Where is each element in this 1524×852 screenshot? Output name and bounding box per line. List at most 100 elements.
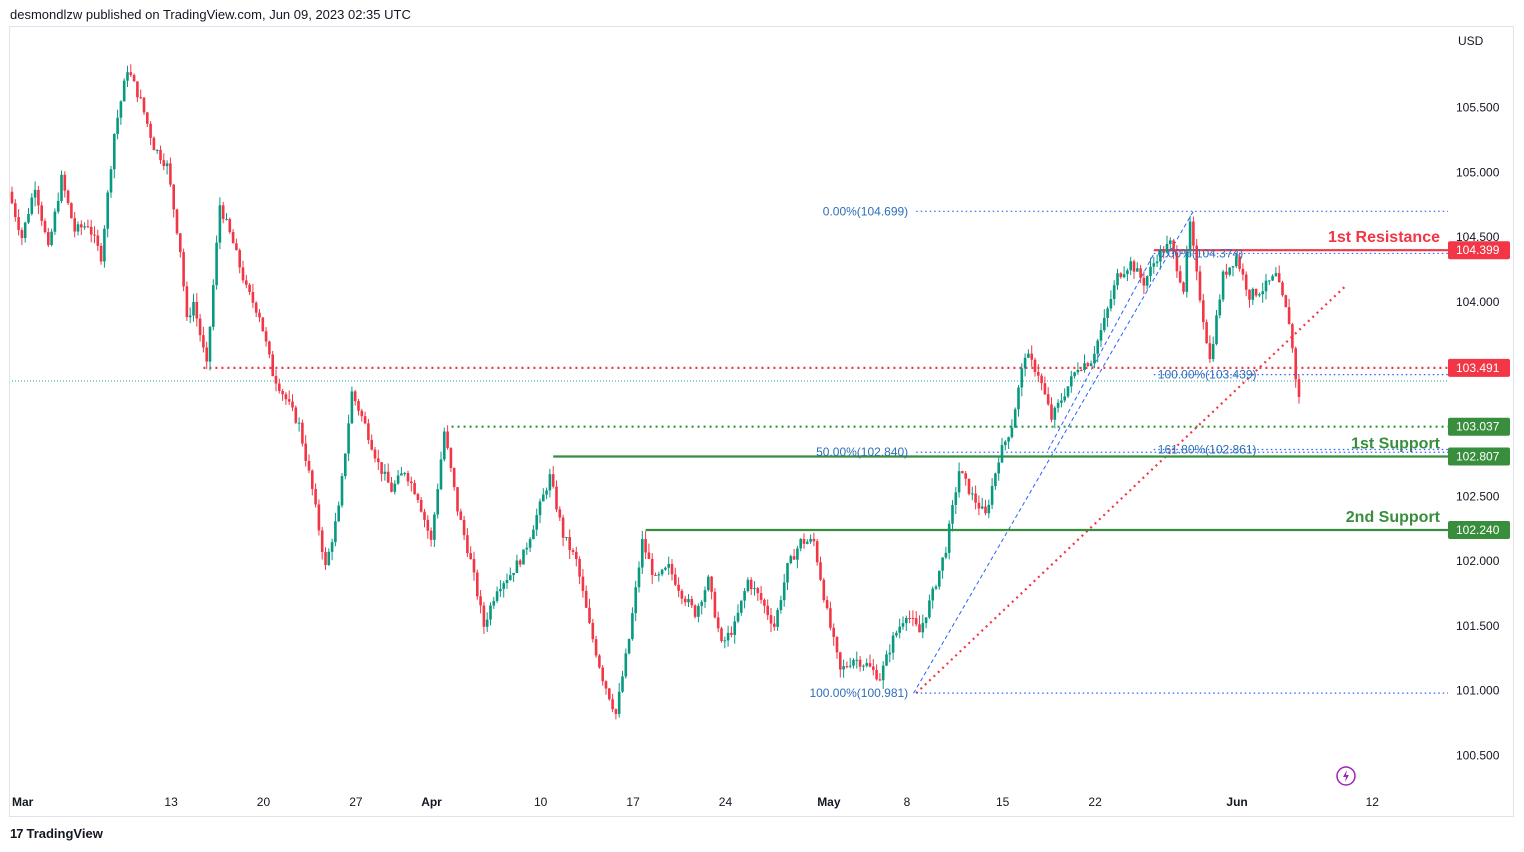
candle xyxy=(452,467,456,491)
candle xyxy=(248,283,251,296)
tradingview-logo[interactable]: 17 TradingView xyxy=(10,826,103,841)
candle xyxy=(839,651,842,678)
price-tag xyxy=(1448,358,1510,377)
sr-level-name: 2nd Support xyxy=(1346,509,1441,526)
candle xyxy=(670,559,674,581)
candle xyxy=(192,293,195,322)
candle xyxy=(1046,387,1050,406)
chart-frame[interactable] xyxy=(9,26,1514,817)
candle xyxy=(525,542,529,555)
fib-level[interactable]: 0.00%(104.374) xyxy=(1153,246,1448,260)
candle xyxy=(347,414,350,461)
candle xyxy=(951,500,954,532)
candle xyxy=(713,588,717,619)
candle xyxy=(179,233,182,258)
candle xyxy=(106,190,109,238)
trendline[interactable] xyxy=(915,285,1346,694)
candle xyxy=(512,572,515,582)
candle xyxy=(383,464,387,481)
candle xyxy=(1205,319,1208,344)
candle xyxy=(165,160,169,175)
currency-label: USD xyxy=(1458,34,1484,48)
candle xyxy=(406,470,410,486)
candle xyxy=(753,581,756,596)
candle xyxy=(317,499,321,536)
candle xyxy=(10,186,14,205)
candle xyxy=(703,586,707,608)
trendlines-layer xyxy=(913,210,1346,694)
candle xyxy=(225,213,228,221)
sr-level[interactable]: 102.807 1st Support xyxy=(553,436,1510,466)
candle xyxy=(393,480,397,495)
candle xyxy=(1060,392,1063,408)
candle xyxy=(254,301,258,318)
candle xyxy=(614,708,618,720)
candle xyxy=(499,580,502,597)
candle xyxy=(43,218,47,234)
candle xyxy=(736,604,740,624)
fib-level[interactable]: 161.80%(102.861) xyxy=(1153,443,1448,457)
candle xyxy=(905,615,908,631)
candle xyxy=(258,309,261,323)
candle xyxy=(934,584,938,591)
candle xyxy=(212,279,215,331)
candle xyxy=(624,648,628,679)
time-tick-label: May xyxy=(817,795,841,809)
candle xyxy=(169,157,172,188)
candle xyxy=(294,405,298,425)
candle xyxy=(1037,364,1040,383)
candle xyxy=(1277,265,1281,283)
candle xyxy=(80,220,83,236)
candle xyxy=(509,567,512,581)
fib-level-label: 100.00%(103.439) xyxy=(1158,368,1257,382)
price-tag-label: 104.399 xyxy=(1456,243,1500,257)
candle xyxy=(974,485,977,510)
time-tick-label: Jun xyxy=(1226,795,1247,809)
fib-level[interactable]: 100.00%(103.439) xyxy=(1153,368,1448,382)
price-tick-label: 102.000 xyxy=(1456,554,1500,568)
fib-level[interactable]: 0.00%(104.699) xyxy=(823,204,1448,218)
fib-leg-line[interactable] xyxy=(913,210,1194,694)
fib-level[interactable]: 100.00%(100.981) xyxy=(809,686,1448,700)
candle xyxy=(136,81,139,103)
candle xyxy=(162,153,166,171)
alert-icon[interactable] xyxy=(1336,766,1356,786)
candle xyxy=(113,133,116,179)
fib-leg-line[interactable] xyxy=(1047,253,1155,450)
candle xyxy=(891,632,895,660)
price-tag xyxy=(1448,417,1510,436)
candle xyxy=(245,274,248,289)
sr-level[interactable]: 103.491 xyxy=(203,358,1510,377)
candle xyxy=(987,499,991,519)
candle xyxy=(1106,306,1109,327)
candle xyxy=(650,553,654,584)
candle xyxy=(17,209,20,236)
candle xyxy=(314,483,317,508)
candle xyxy=(410,476,413,492)
candle xyxy=(489,602,492,626)
fib-level-label: 161.80%(102.861) xyxy=(1158,443,1257,457)
candle xyxy=(947,520,951,560)
candle xyxy=(1000,437,1004,464)
candle xyxy=(1185,245,1189,298)
candle xyxy=(674,567,677,587)
fib-level[interactable]: 50.00%(102.840) xyxy=(816,445,1448,459)
candle xyxy=(301,419,304,447)
candle xyxy=(941,557,944,579)
candle xyxy=(188,307,192,324)
candle xyxy=(1202,293,1205,330)
candle xyxy=(1040,373,1043,391)
candle xyxy=(621,670,624,694)
candle xyxy=(363,411,367,425)
sr-level[interactable]: 103.037 xyxy=(451,417,1510,436)
candle xyxy=(126,65,129,88)
time-tick-label: 15 xyxy=(996,795,1010,809)
candle xyxy=(172,183,175,218)
candle xyxy=(1291,322,1294,353)
sr-level[interactable]: 102.240 2nd Support xyxy=(645,509,1510,539)
candle xyxy=(931,586,934,609)
candle xyxy=(400,466,403,476)
sr-level[interactable]: 104.399 1st Resistance xyxy=(1153,229,1510,260)
sr-level-name: 1st Support xyxy=(1351,436,1441,453)
